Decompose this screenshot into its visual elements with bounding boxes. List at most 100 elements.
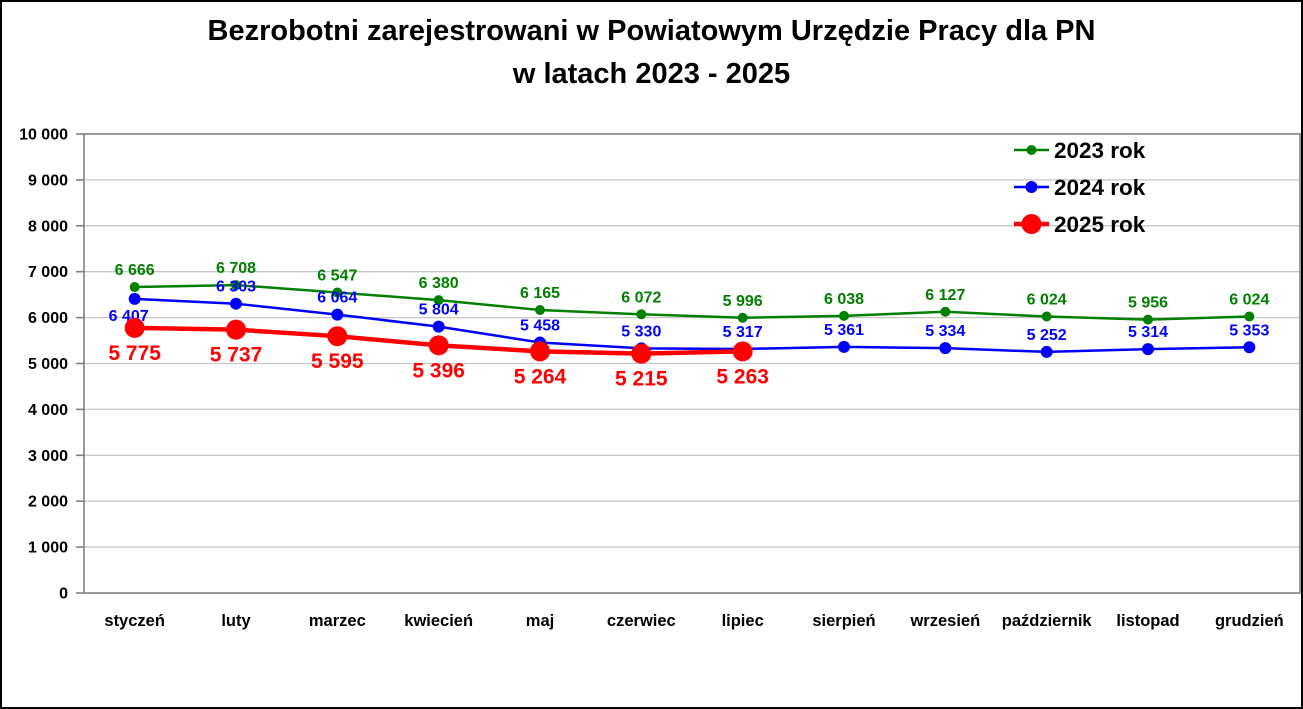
x-axis-label: październik (1002, 612, 1093, 630)
data-point-marker (1244, 311, 1255, 322)
data-point-marker (1142, 343, 1154, 356)
legend-marker (1021, 214, 1042, 234)
data-label: 6 038 (824, 291, 864, 308)
data-point-marker (732, 341, 753, 362)
data-point-marker (327, 326, 348, 347)
data-label: 6 666 (115, 262, 155, 279)
x-axis-label: marzec (309, 612, 366, 630)
data-point-marker (1040, 345, 1053, 358)
data-label: 5 264 (514, 365, 567, 388)
data-point-marker (636, 309, 647, 320)
data-label: 5 996 (723, 293, 763, 310)
data-label: 5 330 (621, 323, 661, 340)
data-label: 5 252 (1027, 327, 1067, 344)
legend-label: 2025 rok (1054, 212, 1146, 237)
legend-item: 2025 rok (1014, 212, 1146, 237)
legend-label: 2023 rok (1054, 138, 1146, 163)
y-tick-label: 8 000 (28, 218, 68, 235)
y-tick-label: 4 000 (28, 402, 68, 419)
data-label: 6 024 (1027, 291, 1067, 308)
legend-item: 2023 rok (1014, 138, 1146, 163)
data-point-marker (1041, 311, 1052, 322)
data-point-marker (124, 317, 145, 338)
x-axis-label: lipiec (722, 612, 764, 630)
data-label: 6 303 (216, 279, 256, 296)
data-label: 5 215 (615, 368, 668, 391)
data-label: 6 165 (520, 285, 560, 302)
data-label: 5 353 (1229, 322, 1269, 339)
x-axis-label: grudzień (1215, 612, 1284, 630)
x-axis-label: kwiecień (404, 612, 473, 630)
data-label: 5 956 (1128, 295, 1168, 312)
data-label: 5 595 (311, 350, 364, 373)
data-point-marker (226, 319, 246, 340)
x-axis-label: listopad (1116, 612, 1179, 630)
y-tick-label: 5 000 (28, 356, 68, 373)
y-tick-label: 10 000 (19, 127, 68, 144)
chart-title-line-1: Bezrobotni zarejestrowani w Powiatowym U… (207, 15, 1096, 47)
data-point-marker (535, 305, 545, 316)
data-label: 6 072 (621, 289, 661, 306)
data-label: 5 334 (925, 323, 965, 340)
y-axis: 0 1 000 2 000 3 000 4 000 5 000 6 000 7 000 8 00… (19, 127, 84, 603)
data-label: 6 064 (317, 290, 357, 307)
x-axis-label: sierpień (812, 612, 875, 630)
data-label: 5 263 (716, 365, 769, 388)
legend-item: 2024 rok (1014, 175, 1146, 200)
y-tick-label: 6 000 (28, 310, 68, 327)
data-point-marker (231, 280, 241, 291)
series-line (134, 297, 1250, 354)
y-tick-label: 0 (59, 586, 68, 603)
data-point-marker (1243, 341, 1256, 354)
x-axis-label: czerwiec (607, 612, 676, 630)
data-label: 5 775 (108, 342, 161, 365)
data-point-marker (939, 342, 952, 355)
data-point-marker (737, 312, 748, 323)
series-line (134, 283, 1250, 321)
x-axis-label: styczeń (104, 612, 165, 630)
data-label: 6 708 (216, 260, 256, 277)
data-label: 6 024 (1229, 291, 1269, 308)
gridlines (84, 179, 1300, 548)
y-tick-label: 9 000 (28, 172, 68, 189)
chart-title-line-2: w latach 2023 - 2025 (512, 58, 791, 90)
data-label: 5 737 (210, 344, 263, 367)
legend: 2023 rok 2024 rok 2025 rok (1014, 138, 1146, 237)
data-point-marker (331, 308, 344, 321)
data-point-marker (940, 306, 951, 317)
y-tick-label: 3 000 (28, 448, 68, 465)
data-point-marker (839, 310, 849, 321)
x-axis-label: maj (526, 612, 554, 630)
data-point-marker (432, 320, 445, 333)
data-label: 5 361 (824, 322, 864, 339)
chart-title: Bezrobotni zarejestrowani w Powiatowym U… (2, 10, 1301, 96)
y-tick-label: 2 000 (28, 494, 68, 511)
data-label: 5 314 (1128, 324, 1168, 341)
data-label: 5 317 (723, 324, 763, 341)
series-2023-rok: 6 666 6 708 6 547 6 380 6 165 6 072 5 996 6 038… (115, 260, 1269, 325)
data-label: 5 458 (520, 317, 560, 334)
series-2025-rok: 5 775 5 737 5 595 5 396 5 264 5 215 5 263 (108, 317, 769, 391)
x-axis-label: wrzesień (909, 612, 980, 630)
x-axis: styczeń luty marzec kwiecień maj czerwiec lipi… (104, 612, 1283, 630)
data-point-marker (433, 295, 444, 306)
data-label: 5 396 (412, 359, 465, 382)
data-point-marker (428, 335, 449, 356)
data-point-marker (631, 343, 652, 364)
data-label: 6 127 (925, 287, 965, 304)
y-tick-label: 1 000 (28, 540, 68, 557)
y-tick-label: 7 000 (28, 264, 68, 281)
data-point-marker (838, 340, 850, 353)
data-point-marker (128, 292, 141, 305)
data-label: 6 380 (419, 275, 459, 292)
legend-label: 2024 rok (1054, 175, 1146, 200)
legend-marker (1025, 181, 1038, 193)
data-point-marker (230, 297, 242, 310)
data-point-marker (1143, 314, 1153, 325)
data-point-marker (129, 282, 140, 293)
data-label: 5 804 (419, 302, 459, 319)
data-point-marker (332, 287, 343, 298)
